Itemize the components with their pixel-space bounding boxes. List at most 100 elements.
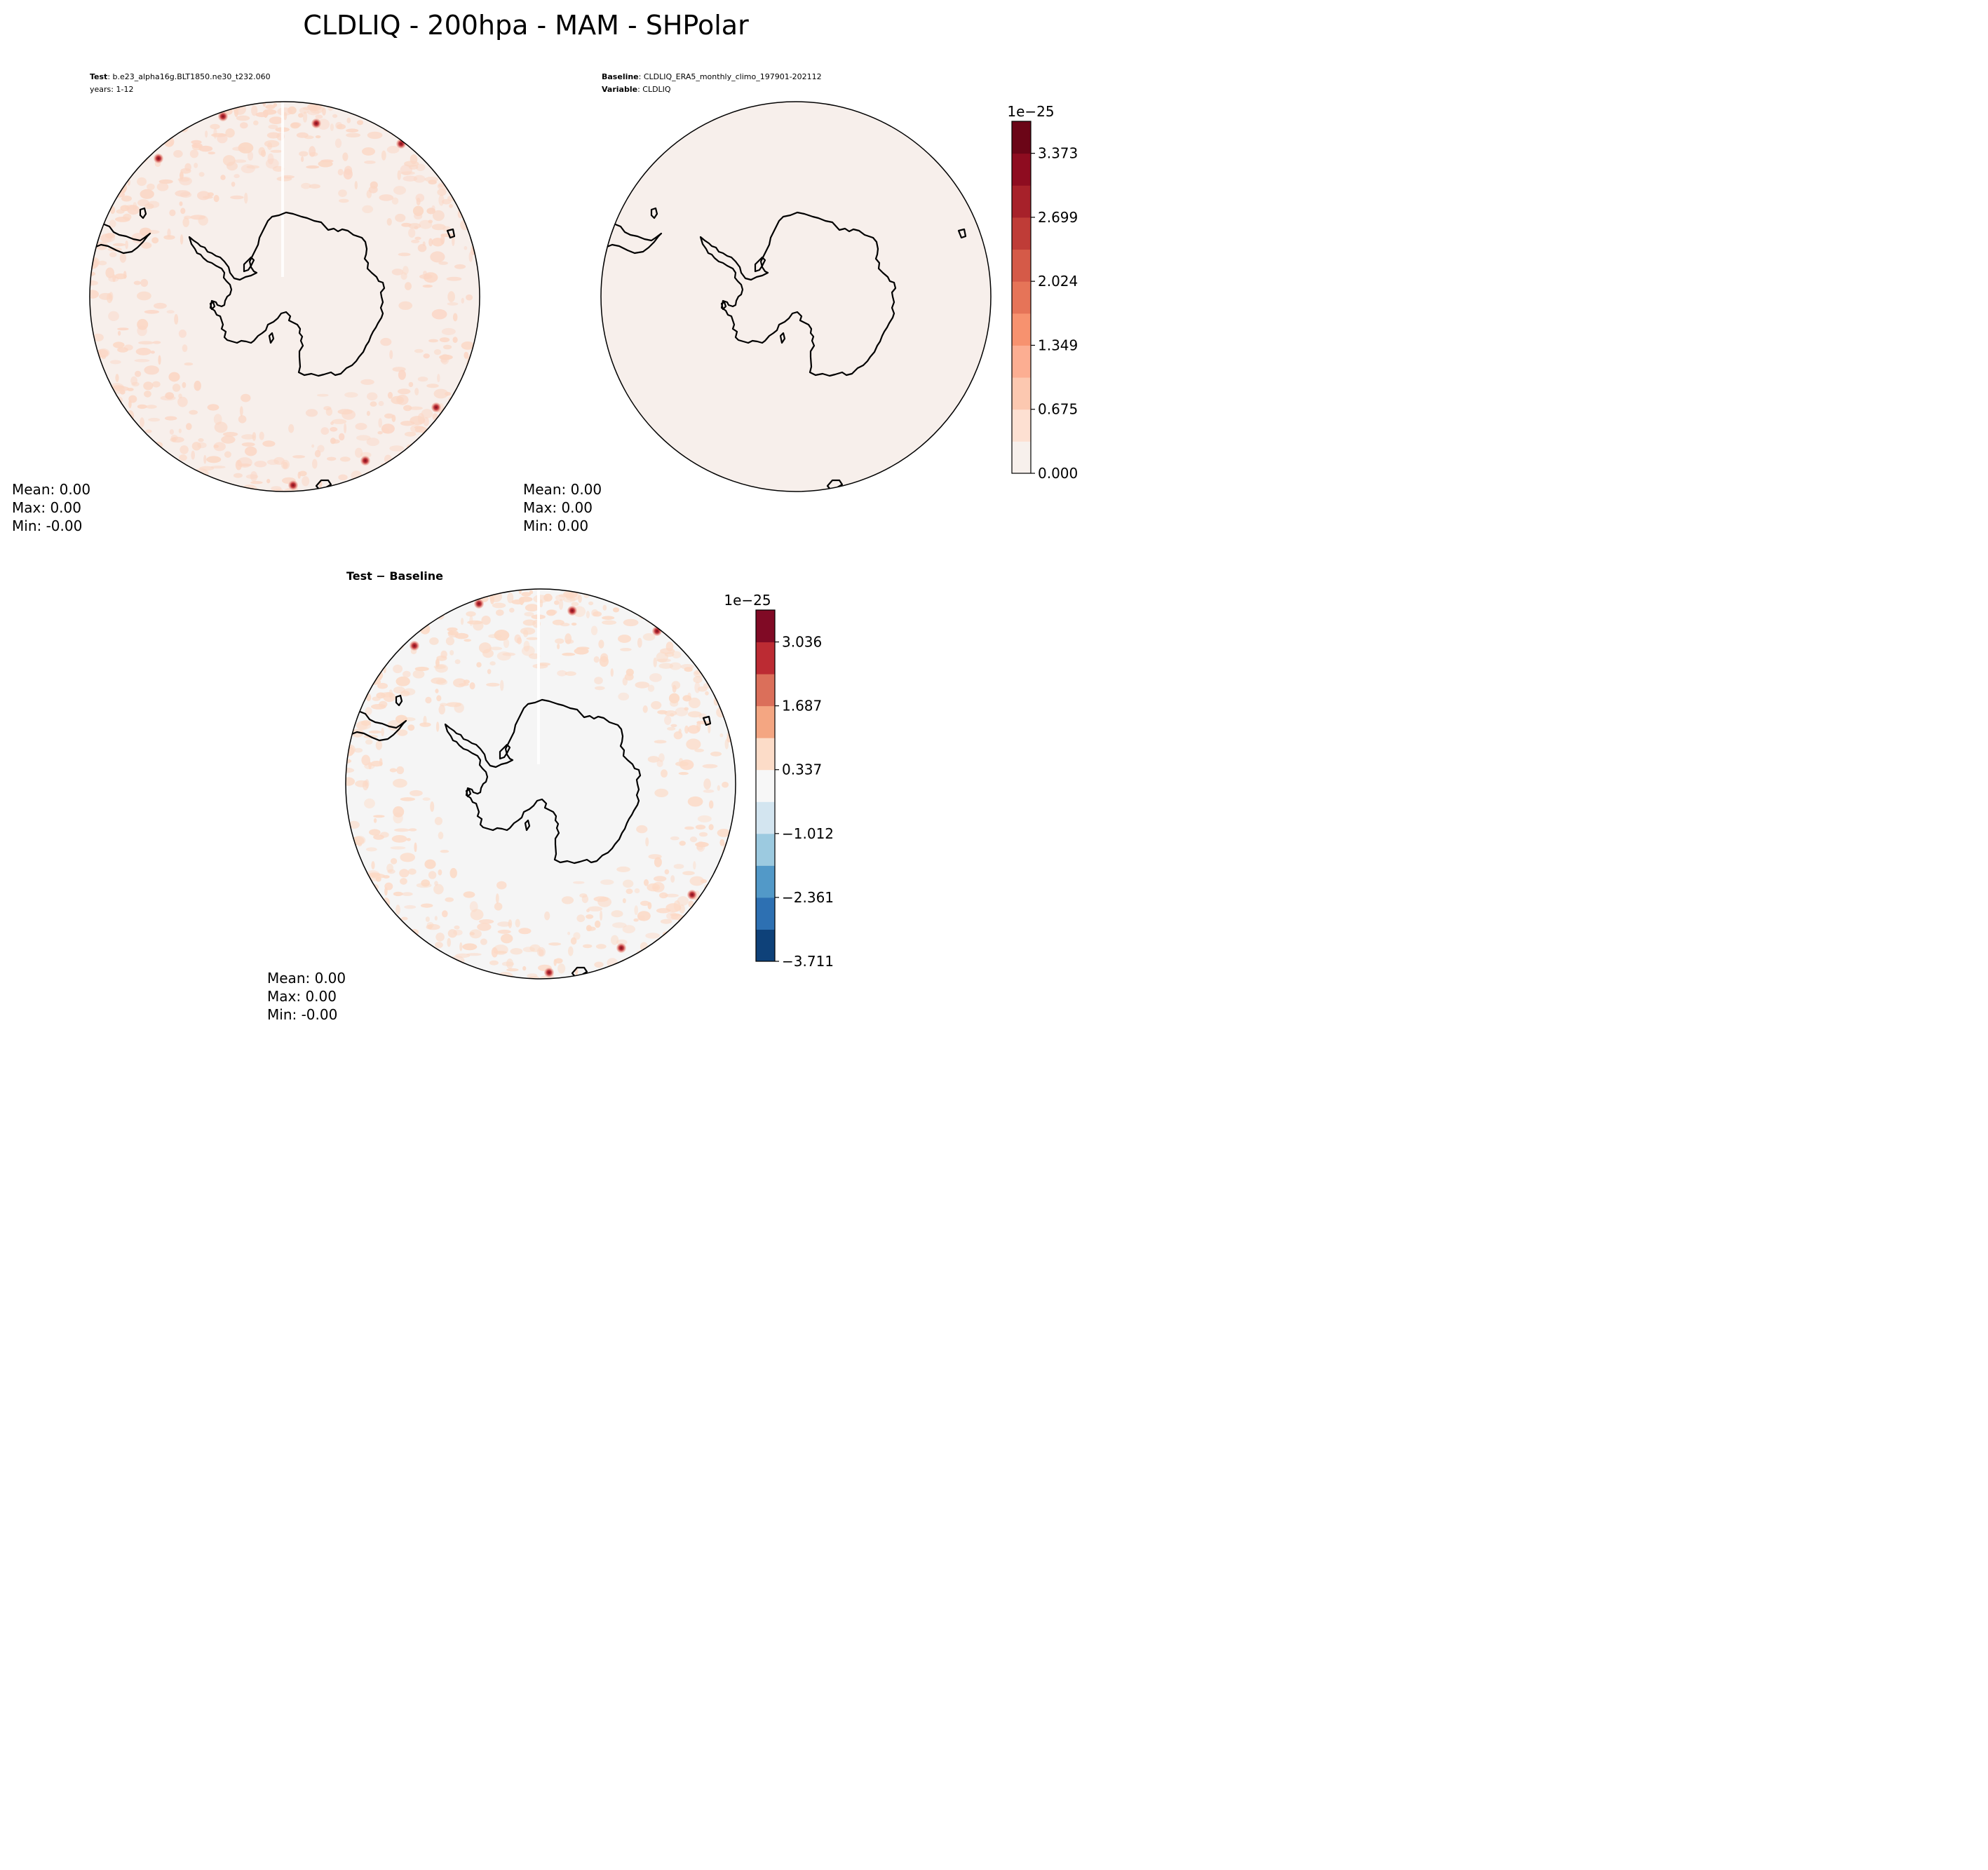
field-blob [397,170,401,180]
field-blob [637,637,642,648]
field-blob [146,229,160,234]
field-blob [301,182,311,189]
field-blob [702,764,718,768]
field-blob [255,111,269,118]
field-blob [406,838,411,841]
field-blob [292,455,306,459]
field-blob [288,424,295,433]
field-blob [687,796,703,807]
field-blob [478,919,494,924]
colorbar-rdbu-block [756,705,775,738]
field-blob [190,215,206,220]
field-blob [210,123,220,130]
field-blob [143,381,154,391]
field-blob [97,260,107,266]
field-blob [318,160,333,168]
field-blob [401,892,413,896]
field-blob [717,829,731,837]
field-blob [654,788,669,797]
field-blob [150,351,155,354]
field-blob [623,879,634,888]
figure-title: CLDLIQ - 200hpa - MAM - SHPolar [303,10,749,41]
island-outline [465,788,472,798]
baseline-map[interactable] [597,101,992,492]
field-blob [620,648,632,651]
field-blob [428,871,437,879]
field-blob [454,659,461,665]
test-years: years: 1-12 [90,85,133,94]
field-blob [210,466,226,469]
field-blob [463,891,475,898]
field-blob [548,942,562,946]
kerguelen-outline [702,715,712,726]
field-blob [612,607,620,613]
colorbar-reds-blocks [1012,121,1031,474]
test-stat-mean: Mean: 0.00 [12,481,90,498]
field-blob [571,602,579,607]
field-blob [302,111,308,123]
south-america-tip [90,217,151,255]
diff-map[interactable] [339,581,743,985]
field-blob [108,311,119,321]
colorbar-reds: 1e−25 3.373 2.699 2.024 1.349 0.675 0.000 [1007,103,1078,482]
falkland-outline [650,207,658,219]
field-blob [520,627,536,635]
field-blob [416,163,426,171]
field-blob [370,181,378,189]
field-blob [387,720,402,731]
field-blob [267,153,274,165]
field-blob [137,318,149,330]
field-blob [441,327,456,335]
diff-coastline [346,694,712,979]
field-blob [434,881,438,886]
test-map[interactable] [83,93,487,498]
field-blob [360,720,372,726]
field-blob [602,616,615,620]
field-blob [172,384,181,392]
island-outline [268,332,275,344]
baseline-coastline [601,207,967,492]
field-blob [588,906,603,912]
field-blob [261,149,266,157]
field-blob [660,919,672,924]
field-hotspot [154,154,163,163]
field-blob [203,454,207,464]
field-blob [426,384,439,388]
field-blob [449,203,453,208]
field-blob [461,297,464,304]
field-blob [438,705,445,714]
field-blob [656,759,663,768]
field-blob [191,450,196,460]
field-blob [306,165,320,169]
field-blob [344,423,347,433]
field-blob [568,946,574,956]
field-blob [291,122,302,128]
field-blob [610,668,614,677]
field-blob [403,175,418,182]
field-blob [670,875,675,883]
field-blob [705,691,709,696]
field-blob [309,151,318,157]
field-blob [369,829,381,836]
field-blob [461,618,464,625]
colorbar-reds-tick-label: 0.000 [1038,465,1078,482]
field-blob [440,233,454,237]
field-blob [506,958,513,969]
field-blob [437,189,447,196]
field-blob [433,883,444,895]
colorbar-rdbu-block [756,833,775,866]
diff-seam-line [537,589,540,764]
field-blob [178,393,182,399]
field-blob [647,902,652,909]
field-blob [640,942,648,951]
field-blob [654,857,662,867]
field-blob [564,671,576,676]
field-blob [130,376,138,386]
field-blob [241,442,255,447]
field-blob [283,488,295,492]
field-blob [268,124,278,130]
field-blob [400,421,415,426]
field-blob [177,396,188,407]
field-blob [694,748,704,752]
field-blob [553,958,557,966]
